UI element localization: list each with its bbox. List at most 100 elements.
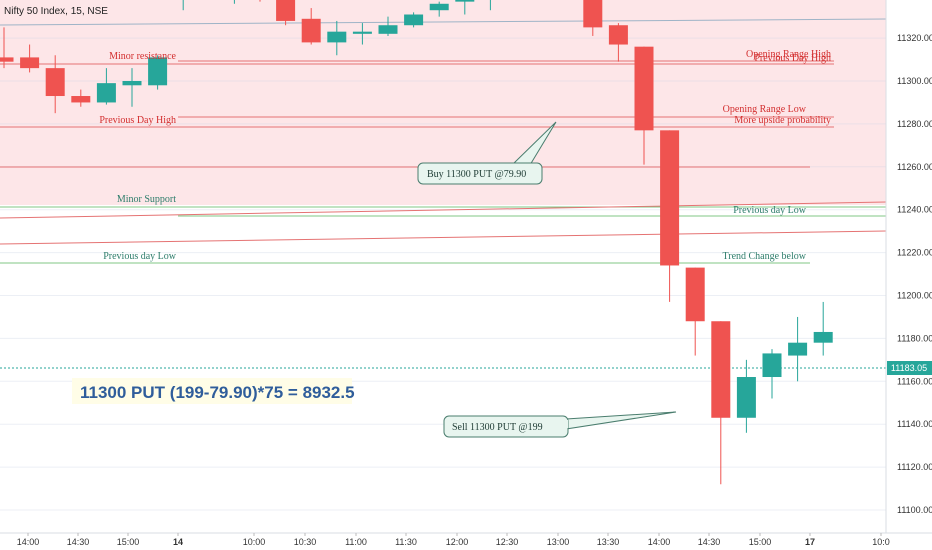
candle-body [788,342,808,356]
buy-callout-text: Buy 11300 PUT @79.90 [427,169,526,180]
candle[interactable] [736,359,756,433]
y-tick-label: 11240.00 [897,205,932,215]
candle-body [352,31,372,34]
y-tick-label: 11120.00 [897,462,932,472]
candle-body [45,68,65,97]
candle[interactable] [608,23,628,62]
last-price-tag: 11183.05 [887,361,932,375]
label-prev-day-low-left: Previous day Low [103,251,177,262]
sell-callout-joint [565,420,568,428]
candle-body [301,18,321,43]
candle[interactable] [660,130,680,302]
x-tick-label: 14 [173,537,183,547]
x-tick-label: 14:00 [648,537,671,547]
label-minor-support: Minor Support [117,194,176,205]
label-trend-change: Trend Change below [722,251,806,262]
candles [0,0,833,485]
candle-body [276,0,296,21]
candle-body [327,31,347,43]
x-tick-label: 12:30 [496,537,519,547]
candle-body [762,353,782,378]
y-axis[interactable]: 11100.00 11120.00 11140.00 11160.00 11180.00… [885,0,932,533]
candle[interactable] [96,68,116,105]
candle-body [148,57,168,86]
x-tick-label: 13:30 [597,537,620,547]
x-tick-label: 15:00 [117,537,140,547]
candle[interactable] [455,0,475,15]
candle-body [813,331,833,343]
pnl-box [72,378,352,404]
candle[interactable] [762,349,782,399]
level-lines [0,18,887,369]
candle[interactable] [327,20,347,56]
candle[interactable] [122,68,142,107]
candle[interactable] [788,316,808,382]
x-tick-label: 14:30 [698,537,721,547]
x-tick-label: 17 [805,537,815,547]
x-tick-label: 10:00 [243,537,266,547]
trendline-top [0,18,887,26]
y-tick-label: 11260.00 [897,162,932,172]
candle[interactable] [352,23,372,45]
label-prev-day-high-right: Previous Day High [754,53,831,64]
candle[interactable] [685,267,705,356]
label-prev-day-low-right: Previous day Low [733,205,807,216]
candle-body [685,267,705,322]
candle-body [404,14,424,26]
sell-callout-pointer [565,411,677,430]
x-tick-label: 12:00 [446,537,469,547]
sell-callout[interactable]: Sell 11300 PUT @199 [443,411,677,438]
x-tick-label: 14:00 [17,537,40,547]
y-tick-label: 11320.00 [897,33,932,43]
candle-body [20,57,40,69]
last-price-tag-bg [887,361,932,375]
candle[interactable] [45,55,65,114]
label-prev-day-high-left: Previous Day High [99,115,176,126]
candle[interactable] [711,321,731,485]
candle-body [71,96,91,103]
candle-body [634,46,654,131]
candle[interactable] [429,1,449,17]
candle-body [0,57,14,62]
candle-body [736,377,756,418]
buy-callout-joint [512,164,530,166]
y-tick-label: 11180.00 [897,333,932,343]
candle-body [608,25,628,45]
x-axis[interactable]: 14:00 14:30 15:00 14 10:00 10:30 11:00 11:30 12:… [0,532,932,547]
pnl-text: 11300 PUT (199-79.90)*75 = 8932.5 [80,383,355,402]
chart-title: Nifty 50 Index, 15, NSE [4,6,108,17]
candle-body [378,25,398,34]
buy-callout-box [417,162,543,185]
trendline-red-1 [0,201,887,219]
y-tick-label: 11300.00 [897,76,932,86]
candle[interactable] [634,46,654,165]
x-tick-label: 11:00 [345,537,367,547]
candle[interactable] [148,55,168,90]
candle[interactable] [276,0,296,26]
candle[interactable] [813,301,833,356]
y-tick-label: 11200.00 [897,291,932,301]
candle-body [96,83,116,103]
candle-body [455,0,475,2]
candle[interactable] [0,27,14,69]
candle[interactable] [20,44,40,73]
candle[interactable] [301,8,321,45]
y-tick-label: 11220.00 [897,248,932,258]
candle[interactable] [71,89,91,107]
candle-body [660,130,680,266]
y-tick-label: 11140.00 [897,419,932,429]
sell-callout-text: Sell 11300 PUT @199 [452,422,543,433]
buy-callout[interactable]: Buy 11300 PUT @79.90 [417,121,557,185]
candle[interactable] [174,0,193,11]
candle[interactable] [378,16,398,36]
trendline-red-2 [0,230,887,245]
candle[interactable] [583,0,603,36]
candle[interactable] [404,12,424,28]
label-minor-resistance: Minor resistance [109,51,176,62]
label-more-upside: More upside probability [734,115,831,126]
x-tick-label: 13:00 [547,537,570,547]
x-tick-label: 11:30 [395,537,417,547]
candle-body [122,81,142,86]
candle-body [711,321,731,418]
